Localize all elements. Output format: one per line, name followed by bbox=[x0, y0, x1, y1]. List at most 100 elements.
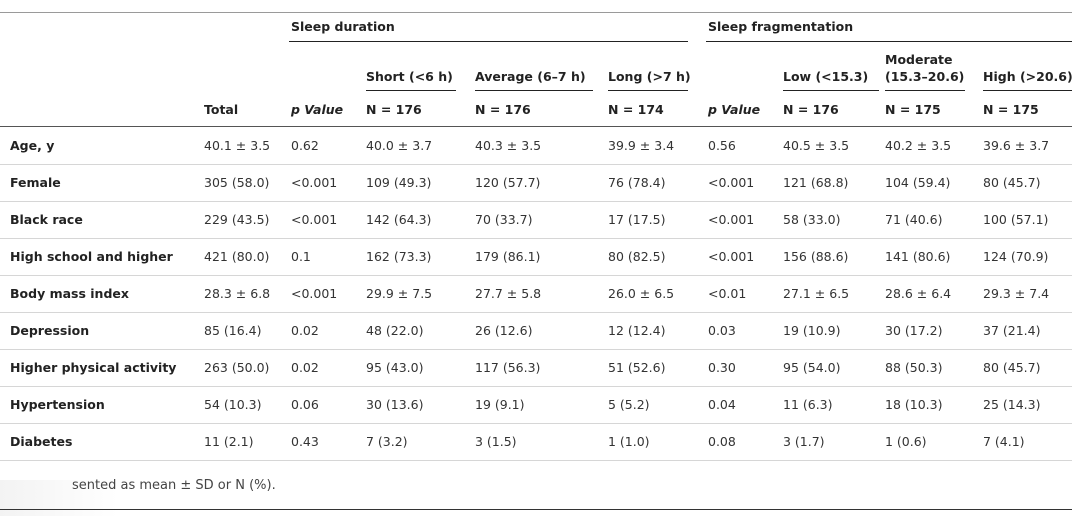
table-cell: 7 (3.2) bbox=[366, 434, 408, 449]
table-cell: 54 (10.3) bbox=[204, 397, 262, 412]
table-cell: <0.001 bbox=[291, 212, 338, 227]
table-cell: 29.3 ± 7.4 bbox=[983, 286, 1050, 301]
table-cell: 100 (57.1) bbox=[983, 212, 1049, 227]
col-header-total: Total bbox=[204, 102, 239, 117]
row-label: High school and higher bbox=[10, 249, 173, 264]
table-cell: 3 (1.5) bbox=[475, 434, 517, 449]
table-cell: 40.3 ± 3.5 bbox=[475, 138, 542, 153]
table-cell: 0.02 bbox=[291, 323, 319, 338]
table-cell: 142 (64.3) bbox=[366, 212, 432, 227]
table-cell: 29.9 ± 7.5 bbox=[366, 286, 433, 301]
row-divider bbox=[0, 238, 1072, 239]
col-header-n-low: N = 176 bbox=[783, 102, 839, 117]
table-cell: 48 (22.0) bbox=[366, 323, 424, 338]
table-cell: <0.001 bbox=[708, 212, 755, 227]
underline-moderate bbox=[885, 90, 965, 91]
table-cell: 1 (0.6) bbox=[885, 434, 927, 449]
col-header-n-average: N = 176 bbox=[475, 102, 531, 117]
table-cell: 141 (80.6) bbox=[885, 249, 951, 264]
table-cell: <0.001 bbox=[291, 175, 338, 190]
subheader-moderate-range: (15.3–20.6) bbox=[885, 69, 965, 84]
table-cell: 18 (10.3) bbox=[885, 397, 943, 412]
table-cell: 28.6 ± 6.4 bbox=[885, 286, 952, 301]
table-cell: 40.2 ± 3.5 bbox=[885, 138, 952, 153]
table-cell: 0.1 bbox=[291, 249, 311, 264]
table-cell: 80 (82.5) bbox=[608, 249, 666, 264]
table-cell: 5 (5.2) bbox=[608, 397, 650, 412]
subheader-low: Low (<15.3) bbox=[783, 69, 869, 84]
group-header-sleep-fragmentation: Sleep fragmentation bbox=[708, 19, 854, 34]
table-cell: 85 (16.4) bbox=[204, 323, 262, 338]
row-divider bbox=[0, 164, 1072, 165]
table-cell: 28.3 ± 6.8 bbox=[204, 286, 271, 301]
col-header-p-value-2: p Value bbox=[708, 102, 761, 117]
table-cell: 26 (12.6) bbox=[475, 323, 533, 338]
row-divider bbox=[0, 460, 1072, 461]
table-cell: 124 (70.9) bbox=[983, 249, 1049, 264]
group-header-sleep-duration: Sleep duration bbox=[291, 19, 395, 34]
table-cell: 0.56 bbox=[708, 138, 736, 153]
underline-low bbox=[783, 90, 879, 91]
table-cell: 30 (13.6) bbox=[366, 397, 424, 412]
table-cell: 0.62 bbox=[291, 138, 319, 153]
table-cell: 12 (12.4) bbox=[608, 323, 666, 338]
row-label: Age, y bbox=[10, 138, 55, 153]
table-bottom-rule bbox=[0, 509, 1072, 510]
table-cell: 0.04 bbox=[708, 397, 736, 412]
table-cell: 156 (88.6) bbox=[783, 249, 849, 264]
table-cell: 7 (4.1) bbox=[983, 434, 1025, 449]
table-cell: <0.001 bbox=[708, 175, 755, 190]
table-cell: 120 (57.7) bbox=[475, 175, 541, 190]
row-label: Hypertension bbox=[10, 397, 105, 412]
table-cell: 121 (68.8) bbox=[783, 175, 849, 190]
table-cell: 0.06 bbox=[291, 397, 319, 412]
table-cell: 0.02 bbox=[291, 360, 319, 375]
footnote: sented as mean ± SD or N (%). bbox=[72, 478, 276, 493]
row-divider bbox=[0, 386, 1072, 387]
table-cell: 58 (33.0) bbox=[783, 212, 841, 227]
table-cell: 80 (45.7) bbox=[983, 175, 1041, 190]
table-cell: 109 (49.3) bbox=[366, 175, 432, 190]
table-top-rule bbox=[0, 12, 1072, 13]
table-cell: 0.08 bbox=[708, 434, 736, 449]
table-cell: 40.5 ± 3.5 bbox=[783, 138, 850, 153]
row-divider bbox=[0, 349, 1072, 350]
table-cell: 39.9 ± 3.4 bbox=[608, 138, 675, 153]
table-cell: 39.6 ± 3.7 bbox=[983, 138, 1050, 153]
subheader-average: Average (6–7 h) bbox=[475, 69, 586, 84]
subheader-short: Short (<6 h) bbox=[366, 69, 453, 84]
footnote-blur bbox=[0, 480, 118, 516]
table-cell: 27.7 ± 5.8 bbox=[475, 286, 542, 301]
table-cell: 0.03 bbox=[708, 323, 736, 338]
table-cell: 0.30 bbox=[708, 360, 736, 375]
table-cell: 76 (78.4) bbox=[608, 175, 666, 190]
table-cell: 27.1 ± 6.5 bbox=[783, 286, 850, 301]
table-cell: 104 (59.4) bbox=[885, 175, 951, 190]
table-cell: 30 (17.2) bbox=[885, 323, 943, 338]
table-cell: <0.001 bbox=[708, 249, 755, 264]
table-cell: 305 (58.0) bbox=[204, 175, 270, 190]
table-cell: 19 (10.9) bbox=[783, 323, 841, 338]
underline-long bbox=[608, 90, 688, 91]
table-cell: 25 (14.3) bbox=[983, 397, 1041, 412]
table-cell: 162 (73.3) bbox=[366, 249, 432, 264]
table-cell: <0.001 bbox=[291, 286, 338, 301]
table-cell: 80 (45.7) bbox=[983, 360, 1041, 375]
table-cell: 40.1 ± 3.5 bbox=[204, 138, 271, 153]
table-cell: 421 (80.0) bbox=[204, 249, 270, 264]
row-label: Depression bbox=[10, 323, 90, 338]
table-cell: <0.01 bbox=[708, 286, 747, 301]
underline-short bbox=[366, 90, 456, 91]
group-underline-fragmentation bbox=[706, 41, 1072, 42]
table-cell: 70 (33.7) bbox=[475, 212, 533, 227]
table-cell: 0.43 bbox=[291, 434, 319, 449]
table-cell: 95 (43.0) bbox=[366, 360, 424, 375]
table-cell: 11 (2.1) bbox=[204, 434, 254, 449]
table-cell: 3 (1.7) bbox=[783, 434, 825, 449]
table-cell: 26.0 ± 6.5 bbox=[608, 286, 675, 301]
table-cell: 1 (1.0) bbox=[608, 434, 650, 449]
table-cell: 51 (52.6) bbox=[608, 360, 666, 375]
col-header-n-moderate: N = 175 bbox=[885, 102, 941, 117]
table-cell: 17 (17.5) bbox=[608, 212, 666, 227]
